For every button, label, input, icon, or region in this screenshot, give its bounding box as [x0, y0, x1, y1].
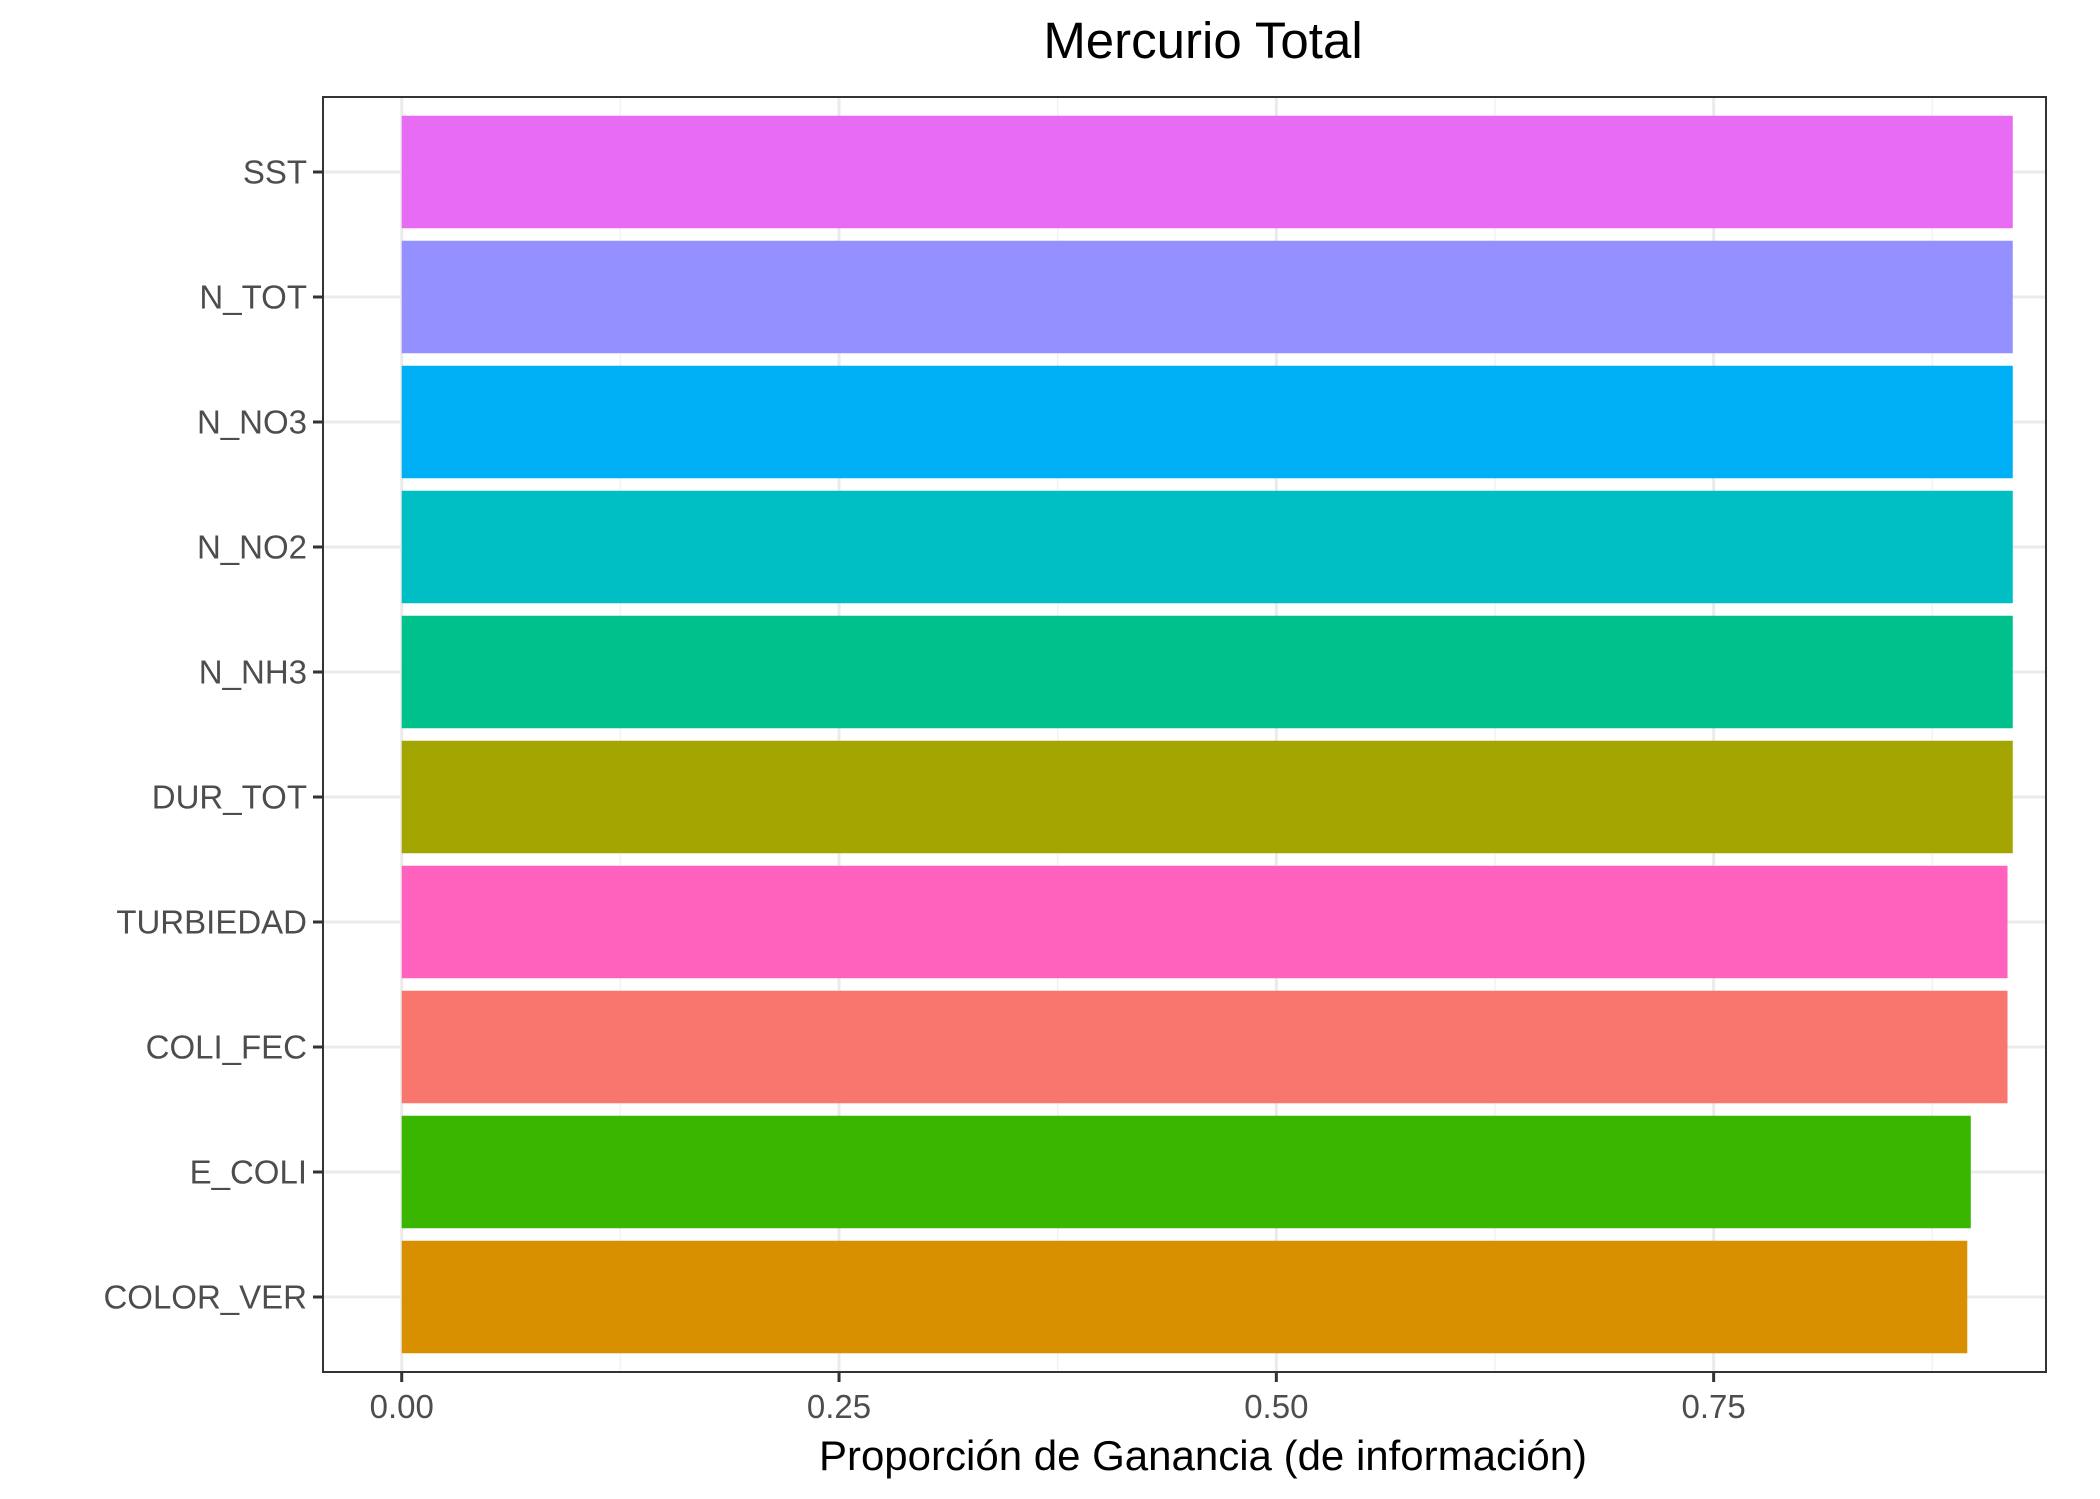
x-axis: 0.00 0.25 0.50 0.75 [370, 1372, 1746, 1425]
y-tick-label: SST [243, 154, 307, 191]
bar [401, 615, 2013, 729]
y-tick-label: COLOR_VER [103, 1279, 307, 1316]
bar [401, 115, 2013, 229]
bar [401, 865, 2008, 979]
y-tick-label: N_NH3 [199, 654, 307, 691]
bar [401, 490, 2013, 604]
bar [401, 365, 2013, 479]
bar [401, 740, 2013, 854]
x-tick-label: 0.75 [1682, 1388, 1746, 1425]
y-tick-label: N_NO3 [197, 404, 307, 441]
y-axis: SST N_TOT N_NO3 N_NO2 N_NH3 DUR_TOT TURBIEDAD C… [103, 154, 323, 1316]
bars [401, 115, 2013, 1354]
y-tick-label: N_NO2 [197, 529, 307, 566]
plot-panel-border [322, 96, 2047, 1373]
x-tick-label: 0.00 [370, 1388, 434, 1425]
y-tick-label: N_TOT [199, 279, 307, 316]
x-axis-title: Proporción de Ganancia (de información) [819, 1432, 1587, 1479]
bar [401, 240, 2013, 354]
y-tick-label: COLI_FEC [146, 1029, 307, 1066]
chart-title: Mercurio Total [1043, 12, 1362, 69]
bar [401, 990, 2008, 1104]
x-tick-label: 0.50 [1244, 1388, 1308, 1425]
x-tick-label: 0.25 [807, 1388, 871, 1425]
bar [401, 1240, 1968, 1354]
y-tick-label: TURBIEDAD [116, 904, 307, 941]
y-tick-label: DUR_TOT [152, 779, 307, 816]
y-tick-label: E_COLI [190, 1154, 307, 1191]
bar [401, 1115, 1971, 1229]
